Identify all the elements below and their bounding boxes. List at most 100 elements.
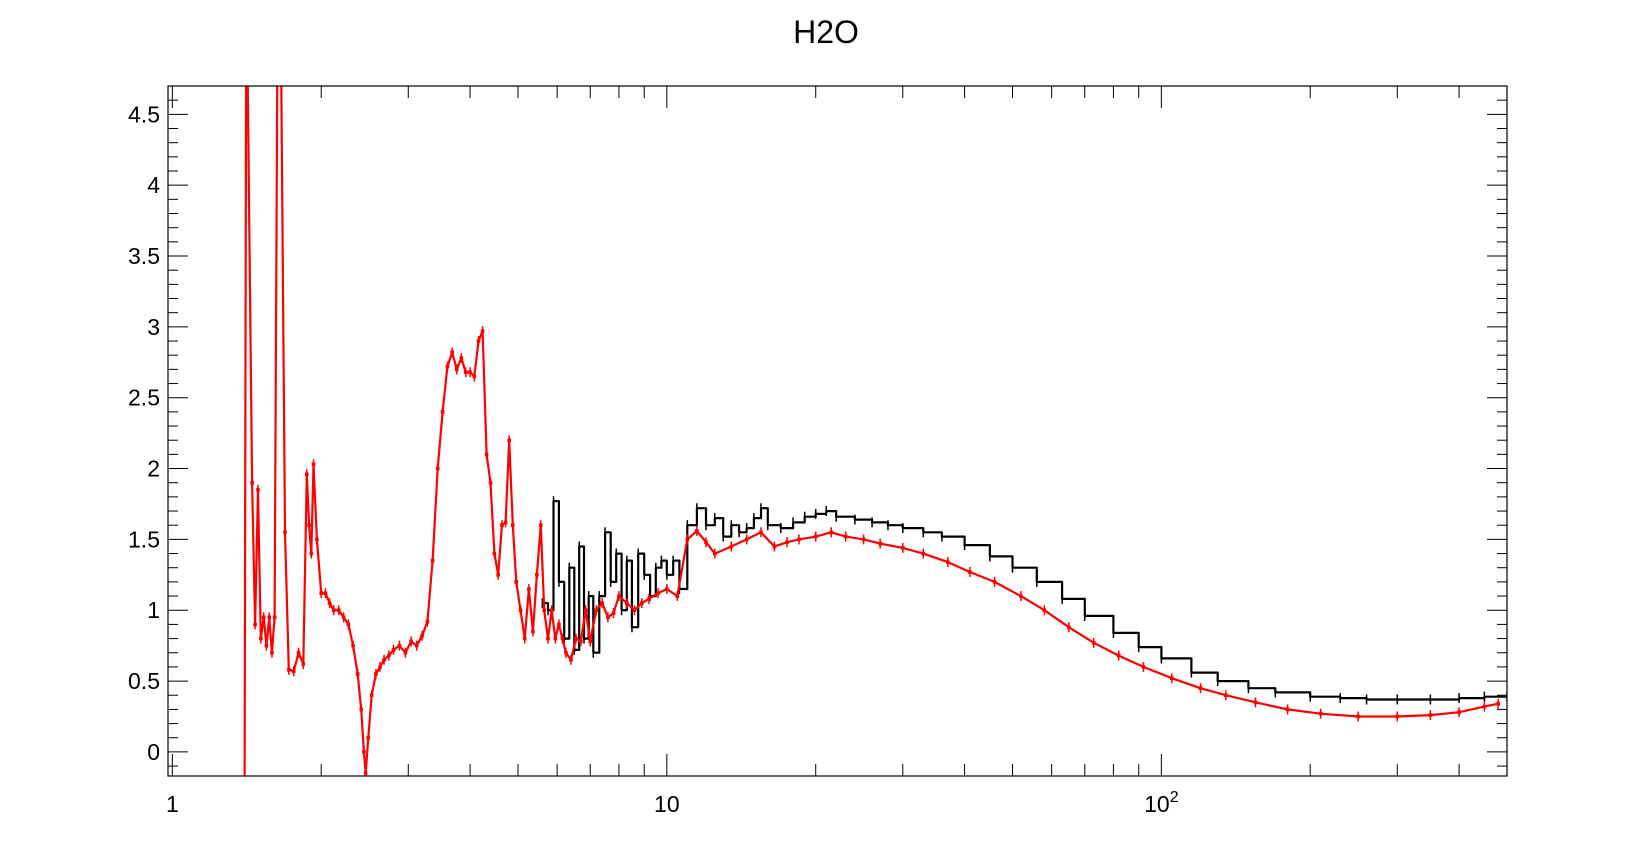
series-marker-1 [304, 472, 309, 477]
x-tick-label: 1 [166, 791, 179, 817]
y-tick-label: 3 [147, 314, 160, 340]
series-marker-1 [253, 622, 257, 627]
series-marker-1 [549, 608, 554, 613]
series-marker-1 [382, 658, 386, 662]
series-marker-1 [355, 672, 360, 676]
series-marker-1 [1116, 653, 1121, 658]
series-marker-1 [647, 597, 651, 601]
series-marker-1 [440, 410, 445, 414]
y-tick-label: 4 [147, 172, 160, 198]
series-marker-1 [454, 367, 459, 372]
series-marker-1 [323, 591, 328, 596]
series-marker-1 [435, 466, 440, 471]
series-marker-1 [327, 601, 332, 605]
series-marker-1 [301, 662, 306, 666]
series-marker-1 [611, 611, 616, 615]
series-marker-1 [640, 601, 644, 605]
series-marker-1 [772, 544, 777, 549]
y-tick-label: 1.5 [128, 526, 160, 552]
series-marker-1 [900, 546, 905, 550]
series-marker-1 [665, 587, 669, 591]
series-marker-1 [617, 594, 621, 598]
series-marker-1 [538, 523, 543, 528]
series-marker-1 [331, 608, 336, 613]
series-marker-1 [362, 750, 366, 754]
series-marker-1 [480, 329, 485, 333]
series-marker-1 [542, 608, 547, 613]
y-tick-label: 2.5 [128, 385, 160, 411]
y-tick-label: 4.5 [128, 101, 160, 127]
series-marker-1 [1170, 676, 1174, 681]
series-marker-1 [500, 523, 504, 528]
series-marker-1 [1285, 707, 1290, 712]
series-marker-1 [291, 669, 296, 673]
series-marker-1 [1428, 713, 1433, 717]
series-marker-1 [1253, 700, 1258, 705]
series-marker-1 [414, 643, 419, 648]
series-marker-1 [484, 452, 489, 457]
series-marker-1 [503, 520, 508, 525]
series-marker-1 [546, 636, 550, 641]
series-marker-1 [336, 608, 341, 613]
series-marker-1 [351, 643, 355, 648]
series-marker-1 [797, 537, 801, 542]
series-marker-1 [968, 570, 972, 574]
series-marker-1 [311, 462, 316, 467]
series-marker-1 [459, 356, 464, 360]
series-marker-1 [588, 639, 593, 644]
series-marker-1 [1356, 714, 1360, 719]
y-tick-label: 3.5 [128, 243, 160, 269]
series-marker-1 [492, 551, 497, 556]
series-marker-1 [878, 541, 882, 546]
series-marker-1 [1457, 710, 1461, 715]
series-marker-1 [1019, 594, 1023, 598]
series-marker-1 [391, 648, 396, 652]
series-marker-1 [366, 735, 371, 740]
series-marker-1 [430, 558, 435, 563]
series-marker-1 [346, 622, 351, 627]
y-tick-label: 2 [147, 456, 160, 482]
series-marker-1 [744, 537, 749, 542]
series-marker-1 [363, 771, 368, 775]
series-marker-1 [632, 608, 637, 613]
series-marker-1 [507, 438, 512, 443]
series-marker-1 [829, 530, 834, 535]
series-marker-1 [472, 374, 477, 379]
series-marker-1 [510, 523, 515, 528]
series-marker-1 [1496, 701, 1501, 706]
series-marker-1 [946, 560, 950, 564]
series-marker-1 [1091, 641, 1096, 645]
series-marker-1 [267, 615, 272, 620]
y-tick-label: 1 [147, 597, 160, 623]
series-marker-1 [256, 487, 260, 492]
series-marker-1 [594, 608, 599, 613]
series-marker-1 [527, 587, 531, 591]
series-marker-1 [287, 667, 291, 672]
series-marker-1 [374, 672, 378, 676]
series-marker-1 [560, 636, 565, 641]
series-marker-1 [250, 480, 254, 485]
series-marker-1 [600, 601, 604, 605]
series-marker-1 [531, 629, 535, 634]
series-marker-1 [369, 693, 374, 698]
series-marker-1 [1482, 704, 1487, 709]
series-line-1 [243, 86, 1499, 776]
series-marker-1 [625, 601, 629, 605]
x-tick-label: 10 [654, 791, 680, 817]
series-marker-1 [518, 608, 523, 613]
series-marker-1 [450, 350, 454, 355]
series-marker-1 [729, 544, 734, 549]
series-marker-1 [656, 591, 660, 596]
series-marker-1 [704, 540, 708, 545]
series-marker-1 [387, 653, 391, 658]
y-tick-label: 0 [147, 739, 160, 765]
series-marker-1 [264, 643, 269, 648]
series-marker-1 [712, 551, 717, 556]
series-marker-1 [1067, 625, 1071, 630]
series-marker-1 [675, 594, 680, 598]
series-marker-1 [488, 480, 493, 485]
series-marker-1 [307, 523, 311, 528]
series-marker-1 [557, 622, 561, 627]
series-marker-1 [785, 540, 789, 545]
